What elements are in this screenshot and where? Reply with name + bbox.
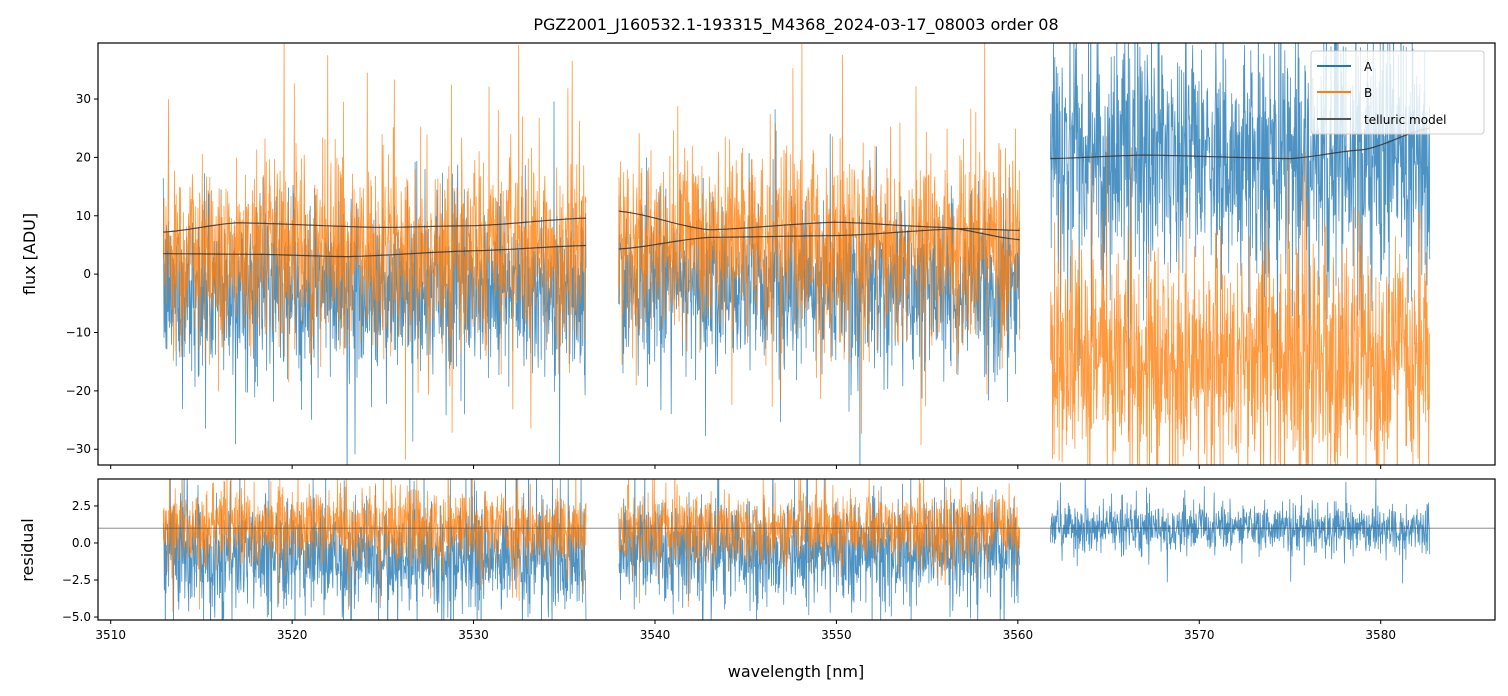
legend-label-b: B xyxy=(1364,86,1372,100)
axes-frame xyxy=(97,42,1496,466)
legend: A B telluric model xyxy=(1310,50,1485,135)
series-a-segment-3 xyxy=(1050,43,1431,432)
x-tick-label: 3540 xyxy=(640,628,671,642)
y-tick-label: −5.0 xyxy=(62,610,91,624)
telluric-model-segment-2-1 xyxy=(618,210,1020,241)
series-a-segment-3 xyxy=(1050,479,1431,584)
telluric-model-segment-2-2 xyxy=(618,227,1020,250)
flux-panel: −30 −20 −10 0 10 20 30 xyxy=(66,42,1496,469)
legend-label-telluric: telluric model xyxy=(1364,113,1446,127)
y-tick-label: 0 xyxy=(83,267,91,281)
y-tick-label: −10 xyxy=(66,326,91,340)
y-tick-label: 30 xyxy=(76,92,91,106)
series-b-segment-3 xyxy=(1050,136,1431,465)
y-tick-label: 0.0 xyxy=(72,536,91,550)
axes-frame xyxy=(97,478,1496,621)
y-tick-label: −2.5 xyxy=(62,573,91,587)
series-a-segment-1 xyxy=(162,479,587,620)
series-b-segment-2 xyxy=(618,43,1021,446)
series-b-segment-1 xyxy=(162,43,587,460)
legend-label-a: A xyxy=(1364,60,1373,74)
series-b-segment-1 xyxy=(162,479,587,613)
chart-title: PGZ2001_J160532.1-193315_M4368_2024-03-1… xyxy=(533,15,1058,35)
y-tick-label: −20 xyxy=(66,384,91,398)
y-axis-label-flux: flux [ADU] xyxy=(20,213,39,295)
y-tick-label: −30 xyxy=(66,442,91,456)
y-axis-label-residual: residual xyxy=(18,518,37,581)
y-tick-label: 20 xyxy=(76,150,91,164)
telluric-model-segment-1-1 xyxy=(163,217,587,233)
x-tick-label: 3510 xyxy=(95,628,126,642)
x-tick-label: 3550 xyxy=(821,628,852,642)
telluric-model-segment-3-1 xyxy=(1050,127,1430,160)
x-tick-label: 3560 xyxy=(1003,628,1034,642)
x-axis-label: wavelength [nm] xyxy=(728,662,865,681)
x-tick-label: 3580 xyxy=(1365,628,1396,642)
x-tick-label: 3520 xyxy=(277,628,308,642)
series-b-segment-2 xyxy=(618,479,1021,608)
x-tick-label: 3570 xyxy=(1184,628,1215,642)
telluric-model-segment-1-2 xyxy=(163,244,587,258)
y-tick-label: 10 xyxy=(76,209,91,223)
x-tick-label: 3530 xyxy=(458,628,489,642)
residual-panel: −5.0 −2.5 0.0 2.5 3510 3520 3530 3540 3550 3560 35… xyxy=(62,478,1496,642)
y-tick-label: 2.5 xyxy=(72,499,91,513)
